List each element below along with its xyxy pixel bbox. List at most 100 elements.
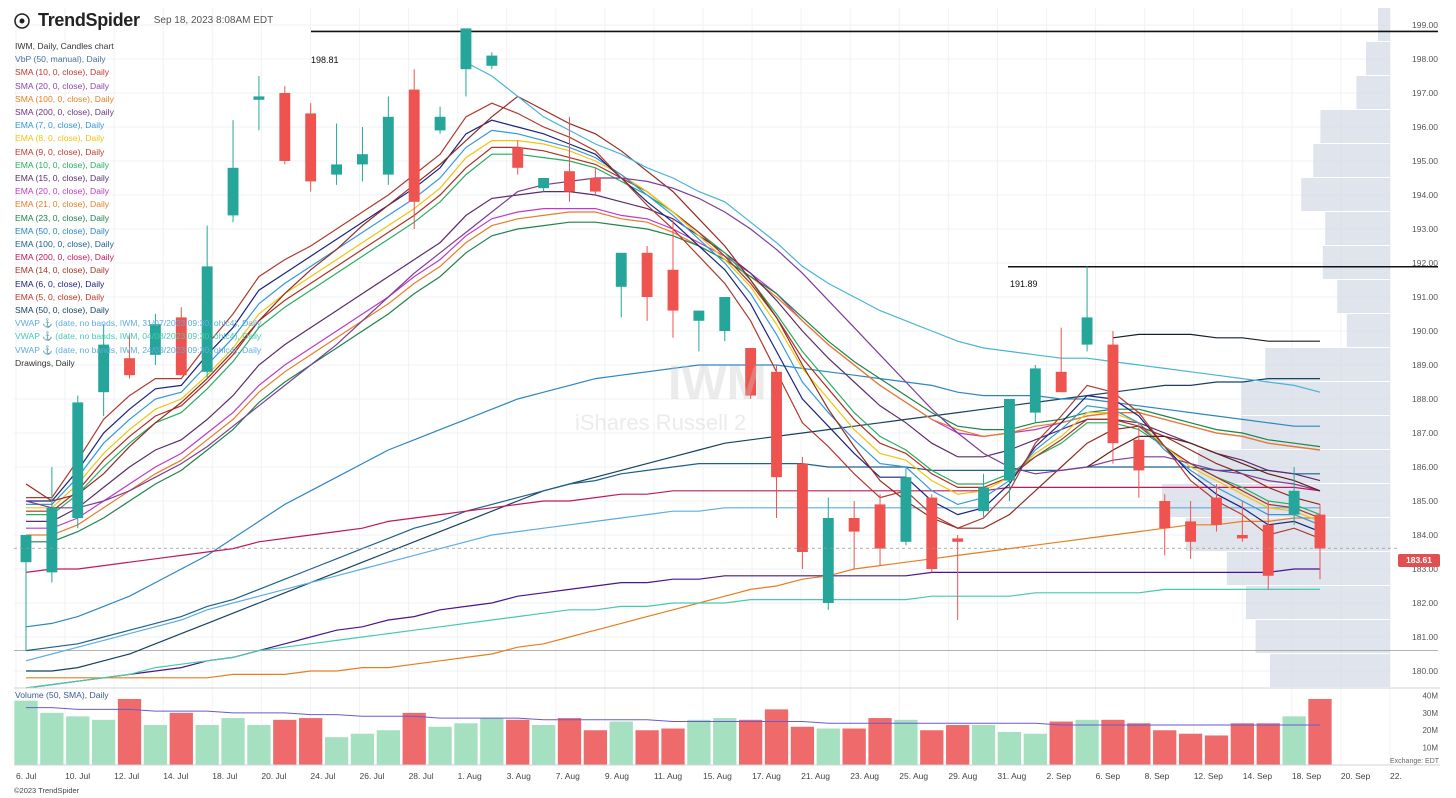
indicator-label[interactable]: EMA (5, 0, close), Daily (15, 291, 105, 302)
indicator-label[interactable]: EMA (8, 0, close), Daily (15, 133, 105, 144)
candles (20, 28, 1326, 651)
candle-body (98, 344, 110, 393)
volume-bar (195, 725, 219, 765)
volume-bar (273, 719, 297, 765)
volume-bar (247, 725, 271, 765)
indicator-line (25, 95, 1321, 529)
candle-body (382, 116, 394, 175)
volume-bar (1075, 719, 1099, 765)
candle-body (201, 266, 213, 372)
x-tick-label: 18. Jul (212, 771, 237, 781)
volume-bar (350, 733, 375, 765)
candle-body (408, 89, 420, 202)
indicator-line (25, 177, 1321, 509)
indicator-label[interactable]: IWM, Daily, Candles chart (15, 41, 114, 51)
x-tick-label: 9. Aug (605, 771, 629, 781)
x-tick-label: 24. Jul (310, 771, 335, 781)
volume-profile-bar (1346, 314, 1390, 347)
volume-bar (299, 718, 323, 765)
volume-bar (1178, 733, 1203, 765)
indicator-label[interactable]: EMA (21, 0, close), Daily (15, 199, 110, 210)
indicator-label[interactable]: VWAP ⚓ (date, no bands, IWM, 24/03/2023 … (15, 344, 262, 355)
indicator-label[interactable]: VbP (50, manual), Daily (15, 54, 106, 65)
indicator-label[interactable]: EMA (7, 0, close), Daily (15, 120, 105, 131)
y-tick-label: 182.00 (1412, 598, 1438, 608)
volume-profile-bar (1320, 110, 1390, 143)
volume-profile-bar (1378, 8, 1390, 41)
indicator-label[interactable]: EMA (15, 0, close), Daily (15, 173, 110, 184)
candle-body (1004, 399, 1015, 481)
indicator-label[interactable]: SMA (10, 0, close), Daily (15, 67, 110, 78)
volume-bar (91, 719, 116, 765)
indicator-list: IWM, Daily, Candles chart VbP (50, manual… (15, 40, 261, 370)
volume-tick-label: 20M (1422, 726, 1438, 735)
x-tick-label: 6. Sep (1096, 771, 1121, 781)
volume-bar (40, 712, 64, 765)
indicator-label[interactable]: EMA (23, 0, close), Daily (15, 212, 110, 223)
volume-bar (764, 709, 789, 765)
volume-profile-bar (1270, 654, 1390, 687)
indicator-label[interactable]: EMA (50, 0, close), Daily (15, 225, 110, 236)
indicator-line (1112, 333, 1320, 342)
x-tick-label: 15. Aug (703, 771, 732, 781)
watermark-symbol: IWM (668, 357, 767, 410)
indicator-label[interactable]: EMA (14, 0, close), Daily (15, 265, 110, 276)
indicator-label[interactable]: VWAP ⚓ (date, no bands, IWM, 04/08/2023 … (15, 331, 262, 342)
indicator-label[interactable]: EMA (9, 0, close), Daily (15, 146, 105, 157)
candle-body (1133, 439, 1145, 471)
indicator-label[interactable]: EMA (10, 0, close), Daily (15, 159, 110, 170)
indicator-line (25, 507, 1320, 662)
volume-bar (169, 712, 193, 765)
volume-tick-label: 30M (1422, 709, 1438, 718)
volume-bar (1023, 733, 1047, 765)
volume-bar (738, 719, 763, 765)
indicator-label[interactable]: VWAP ⚓ (date, no bands, IWM, 31/07/2023 … (15, 318, 262, 329)
volume-bar (117, 698, 142, 765)
volume-bar (376, 730, 400, 765)
candle-body (1262, 524, 1274, 576)
volume-bar (609, 721, 633, 765)
indicator-line (25, 364, 1320, 628)
volume-bar (842, 728, 866, 765)
indicator-label[interactable]: EMA (100, 0, close), Daily (15, 239, 114, 250)
volume-bar (635, 730, 659, 765)
y-tick-label: 189.00 (1412, 360, 1438, 370)
indicator-label[interactable]: EMA (20, 0, close), Daily (15, 186, 110, 197)
candle-body (796, 463, 808, 552)
indicator-label[interactable]: SMA (20, 0, close), Daily (15, 80, 110, 91)
candle-body (434, 116, 446, 131)
indicator-label[interactable]: SMA (200, 0, close), Daily (15, 107, 114, 118)
y-tick-label: 192.00 (1412, 258, 1438, 268)
y-tick-label: 184.00 (1412, 530, 1438, 540)
indicator-label[interactable]: SMA (100, 0, close), Daily (15, 93, 114, 104)
indicator-line (25, 463, 1320, 652)
y-tick-label: 181.00 (1412, 632, 1438, 642)
y-tick-label: 196.00 (1412, 122, 1438, 132)
y-tick-label: 185.00 (1412, 496, 1438, 506)
candle-body (1314, 514, 1326, 549)
candle-body (538, 178, 550, 189)
indicator-line (26, 140, 1321, 522)
x-tick-label: 18. Sep (1292, 771, 1322, 781)
x-tick-label: 21. Aug (801, 771, 830, 781)
indicator-label[interactable]: Drawings, Daily (15, 357, 75, 368)
indicator-label[interactable]: EMA (200, 0, close), Daily (15, 252, 114, 263)
brand-name: TrendSpider (38, 10, 140, 30)
volume-bar (816, 728, 840, 765)
indicator-label[interactable]: SMA (50, 0, close), Daily (15, 305, 110, 316)
volume-bar (506, 719, 530, 765)
volume-bar (1049, 721, 1073, 765)
volume-bar (946, 725, 970, 765)
indicator-label[interactable]: EMA (6, 0, close), Daily (15, 278, 105, 289)
candle-body (822, 518, 834, 603)
volume-bar (894, 719, 918, 765)
x-tick-label: 25. Aug (899, 771, 928, 781)
candle-body (719, 297, 731, 331)
x-tick-label: 3. Aug (507, 771, 531, 781)
volume-profile-bar (1241, 416, 1390, 449)
volume-profile-bar (1255, 620, 1390, 653)
volume-profile-bar (1265, 348, 1390, 381)
volume-bar (920, 730, 944, 765)
candle-body (771, 371, 782, 478)
